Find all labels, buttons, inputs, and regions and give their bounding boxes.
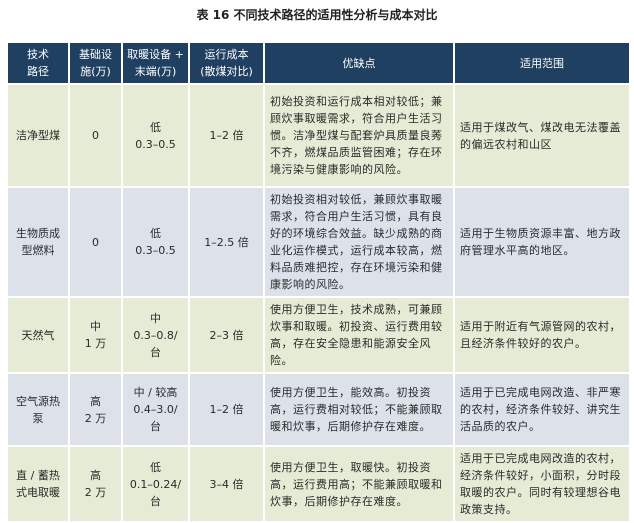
header-scope: 适用范围	[455, 43, 629, 83]
cell-pros-cons: 使用方便卫生，取暖快。初投资高，运行费用高；不能兼顾取暖和炊事，后期修护存在难度…	[265, 447, 453, 521]
table-row: 洁净型煤 0 低 0.3–0.5 1–2 倍 初始投资和运行成本相对较低；兼顾炊…	[8, 85, 629, 186]
header-pros-cons: 优缺点	[265, 43, 453, 83]
cell-device: 中 0.3–0.8/ 台	[123, 298, 188, 372]
cell-pros-cons: 使用方便卫生，能效高。初投资高，运行费相对较低；不能兼顾取暖和炊事，后期修护存在…	[265, 374, 453, 445]
cell-device: 低 0.3–0.5	[123, 188, 188, 296]
cell-cost: 1–2 倍	[190, 85, 263, 186]
cell-infra: 高 2 万	[70, 374, 121, 445]
cell-scope: 适用于生物质资源丰富、地方政府管理水平高的地区。	[455, 188, 629, 296]
table-row: 生物质成 型燃料 0 低 0.3–0.5 1–2.5 倍 初始投资相对较低，兼顾…	[8, 188, 629, 296]
cell-tech: 空气源热 泵	[8, 374, 68, 445]
cell-cost: 3–4 倍	[190, 447, 263, 521]
cell-device: 低 0.3–0.5	[123, 85, 188, 186]
table-row: 空气源热 泵 高 2 万 中 / 较高 0.4–3.0/ 台 1–2 倍 使用方…	[8, 374, 629, 445]
cell-infra: 高 2 万	[70, 447, 121, 521]
comparison-table: 技术 路径 基础设 施(万) 取暖设备 + 末端(万) 运行成本 (散煤对比) …	[6, 41, 631, 523]
cell-cost: 2–3 倍	[190, 298, 263, 372]
cell-cost: 1–2 倍	[190, 374, 263, 445]
cell-infra: 0	[70, 188, 121, 296]
header-device: 取暖设备 + 末端(万)	[123, 43, 188, 83]
cell-cost: 1–2.5 倍	[190, 188, 263, 296]
table-title: 表 16 不同技术路径的适用性分析与成本对比	[196, 8, 438, 22]
cell-pros-cons: 使用方便卫生，技术成熟，可兼顾炊事和取暖。初投资、运行费用较高，存在安全隐患和能…	[265, 298, 453, 372]
table-row: 天然气 中 1 万 中 0.3–0.8/ 台 2–3 倍 使用方便卫生，技术成熟…	[8, 298, 629, 372]
header-infra: 基础设 施(万)	[70, 43, 121, 83]
cell-device: 中 / 较高 0.4–3.0/ 台	[123, 374, 188, 445]
cell-tech: 生物质成 型燃料	[8, 188, 68, 296]
header-cost: 运行成本 (散煤对比)	[190, 43, 263, 83]
cell-scope: 适用于已完成电网改造的农村，经济条件较好，小面积，分时段取暖的农户。同时有较理想…	[455, 447, 629, 521]
cell-scope: 适用于煤改气、煤改电无法覆盖的偏远农村和山区	[455, 85, 629, 186]
cell-tech: 天然气	[8, 298, 68, 372]
cell-tech: 直 / 蓄热 式电取暖	[8, 447, 68, 521]
cell-scope: 适用于附近有气源管网的农村，且经济条件较好的农户。	[455, 298, 629, 372]
cell-pros-cons: 初始投资和运行成本相对较低；兼顾炊事取暖需求，符合用户生活习惯。洁净型煤与配套炉…	[265, 85, 453, 186]
cell-tech: 洁净型煤	[8, 85, 68, 186]
cell-scope: 适用于已完成电网改造、非严寒的农村，经济条件较好、讲究生活品质的农户。	[455, 374, 629, 445]
cell-pros-cons: 初始投资相对较低，兼顾炊事取暖需求，符合用户生活习惯，具有良好的环境综合效益。缺…	[265, 188, 453, 296]
header-row: 技术 路径 基础设 施(万) 取暖设备 + 末端(万) 运行成本 (散煤对比) …	[8, 43, 629, 83]
table-row: 直 / 蓄热 式电取暖 高 2 万 低 0.1–0.24/ 台 3–4 倍 使用…	[8, 447, 629, 521]
header-tech: 技术 路径	[8, 43, 68, 83]
cell-device: 低 0.1–0.24/ 台	[123, 447, 188, 521]
cell-infra: 0	[70, 85, 121, 186]
cell-infra: 中 1 万	[70, 298, 121, 372]
